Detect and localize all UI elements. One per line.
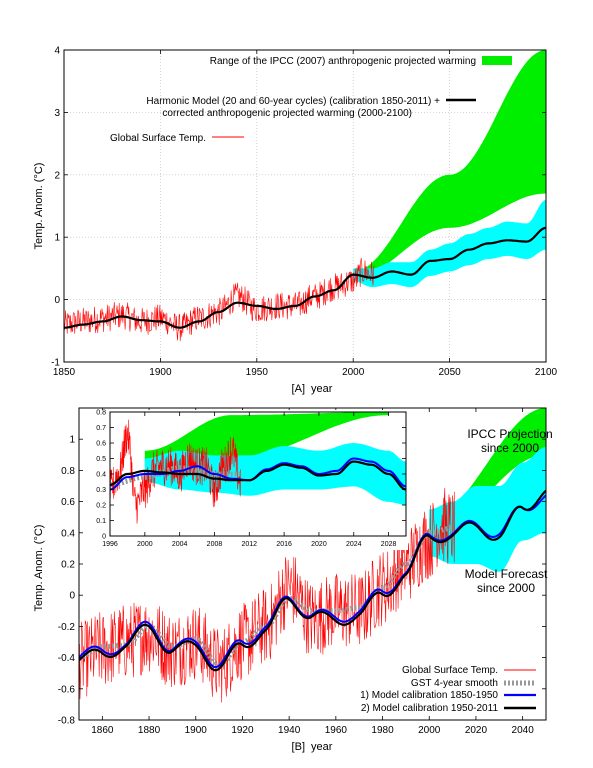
legend-label: corrected anthropogenic projected warmin… [162, 108, 412, 119]
plot-area [110, 412, 406, 524]
x-tick-label: 1996 [102, 541, 118, 548]
panel-b-inset: 1996 2000 2004 2008 2012 2016 2020 2024 2028 0 0.1… [96, 409, 408, 550]
y-tick-label: 0 [102, 533, 106, 540]
y-tick-label: -0.4 [58, 653, 76, 664]
annotation: since 2000 [477, 581, 535, 595]
y-tick-label: 4 [54, 46, 60, 57]
y-tick-label: 0.1 [96, 518, 106, 525]
x-tick-label: 2000 [137, 541, 153, 548]
annotation: IPCC Projection [467, 427, 552, 441]
x-tick-label: 2020 [465, 725, 488, 736]
y-tick-label: -0.8 [58, 716, 76, 727]
y-tick-label: 0.5 [96, 456, 106, 463]
x-tick-label: 2028 [381, 541, 397, 548]
y-tick-label: -0.6 [58, 684, 76, 695]
legend-label: 1) Model calibration 1850-1950 [360, 690, 498, 701]
y-tick-label: 3 [54, 108, 60, 119]
x-tick-label: 2012 [242, 541, 258, 548]
legend-swatch-ipcc [482, 56, 512, 65]
plot-area [64, 50, 546, 342]
y-axis-label: Temp. Anom. (°C) [33, 163, 45, 250]
band-1 [429, 447, 546, 572]
x-tick-label: 1920 [231, 725, 254, 736]
y-axis-label: Temp. Anom. (°C) [33, 525, 45, 612]
x-tick-label: 1880 [138, 725, 161, 736]
annotation: Model Forecast [465, 567, 548, 581]
x-tick-label: 2016 [276, 541, 292, 548]
series-line-3 [79, 489, 546, 672]
legend-label: 2) Model calibration 1950-2011 [361, 703, 499, 714]
x-tick-label: 1900 [149, 367, 172, 378]
legend-label: Global Surface Temp. [402, 665, 498, 676]
x-tick-label: 2000 [418, 725, 441, 736]
y-tick-label: 0 [69, 591, 75, 602]
y-tick-label: 0 [54, 295, 60, 306]
y-tick-label: 0.3 [96, 487, 106, 494]
x-tick-label: 2040 [512, 725, 535, 736]
y-tick-label: -0.2 [58, 622, 76, 633]
x-tick-label: 2008 [207, 541, 223, 548]
panel-a: 1850 1900 1950 2000 2050 2100 -1 0 1 2 3 4 [A] year Te… [33, 46, 558, 396]
x-tick-label: 2020 [311, 541, 327, 548]
x-tick-label: 2024 [346, 541, 362, 548]
y-tick-label: 0.8 [96, 409, 106, 416]
y-tick-label: 0.2 [96, 502, 106, 509]
x-tick-label: 1850 [53, 367, 76, 378]
legend-label: Global Surface Temp. [110, 133, 206, 144]
plot-area [79, 408, 546, 703]
plot-frame [63, 49, 547, 363]
y-tick-label: 0.4 [96, 471, 106, 478]
y-tick-label: 0.7 [96, 425, 106, 432]
x-tick-label: 1980 [371, 725, 394, 736]
x-axis-panel-label: [B] [292, 741, 305, 753]
series-line-2 [79, 494, 546, 669]
x-axis-panel-label: [A] [292, 383, 305, 395]
x-axis-label: year [311, 383, 333, 395]
legend-label: GST 4-year smooth [411, 678, 498, 689]
series-line-1 [64, 226, 546, 329]
y-tick-label: 0.6 [61, 497, 75, 508]
y-tick-label: 1 [69, 435, 75, 446]
x-tick-label: 1950 [246, 367, 269, 378]
x-tick-label: 1940 [278, 725, 301, 736]
series-line-3 [110, 460, 406, 491]
band-0 [353, 50, 546, 278]
x-axis-label: year [311, 741, 333, 753]
annotation: since 2000 [481, 441, 539, 455]
x-tick-label: 2004 [172, 541, 188, 548]
x-tick-label: 2050 [438, 367, 461, 378]
x-tick-label: 1860 [91, 725, 114, 736]
y-tick-label: -1 [51, 358, 60, 369]
y-tick-label: 1 [54, 233, 60, 244]
band-1 [353, 199, 546, 288]
legend-label: Harmonic Model (20 and 60-year cycles) (… [146, 96, 440, 107]
y-tick-label: 2 [54, 170, 60, 181]
legend-label: Range of the IPCC (2007) anthropogenic p… [210, 56, 476, 67]
y-tick-label: 0.2 [61, 560, 75, 571]
y-tick-label: 0.6 [96, 440, 106, 447]
x-tick-label: 1960 [325, 725, 348, 736]
x-tick-label: 2000 [342, 367, 365, 378]
x-tick-label: 2100 [535, 367, 558, 378]
series-line-0 [64, 257, 375, 342]
x-tick-label: 1900 [185, 725, 208, 736]
y-tick-label: 0.8 [61, 466, 75, 477]
y-tick-label: 0.4 [61, 528, 75, 539]
